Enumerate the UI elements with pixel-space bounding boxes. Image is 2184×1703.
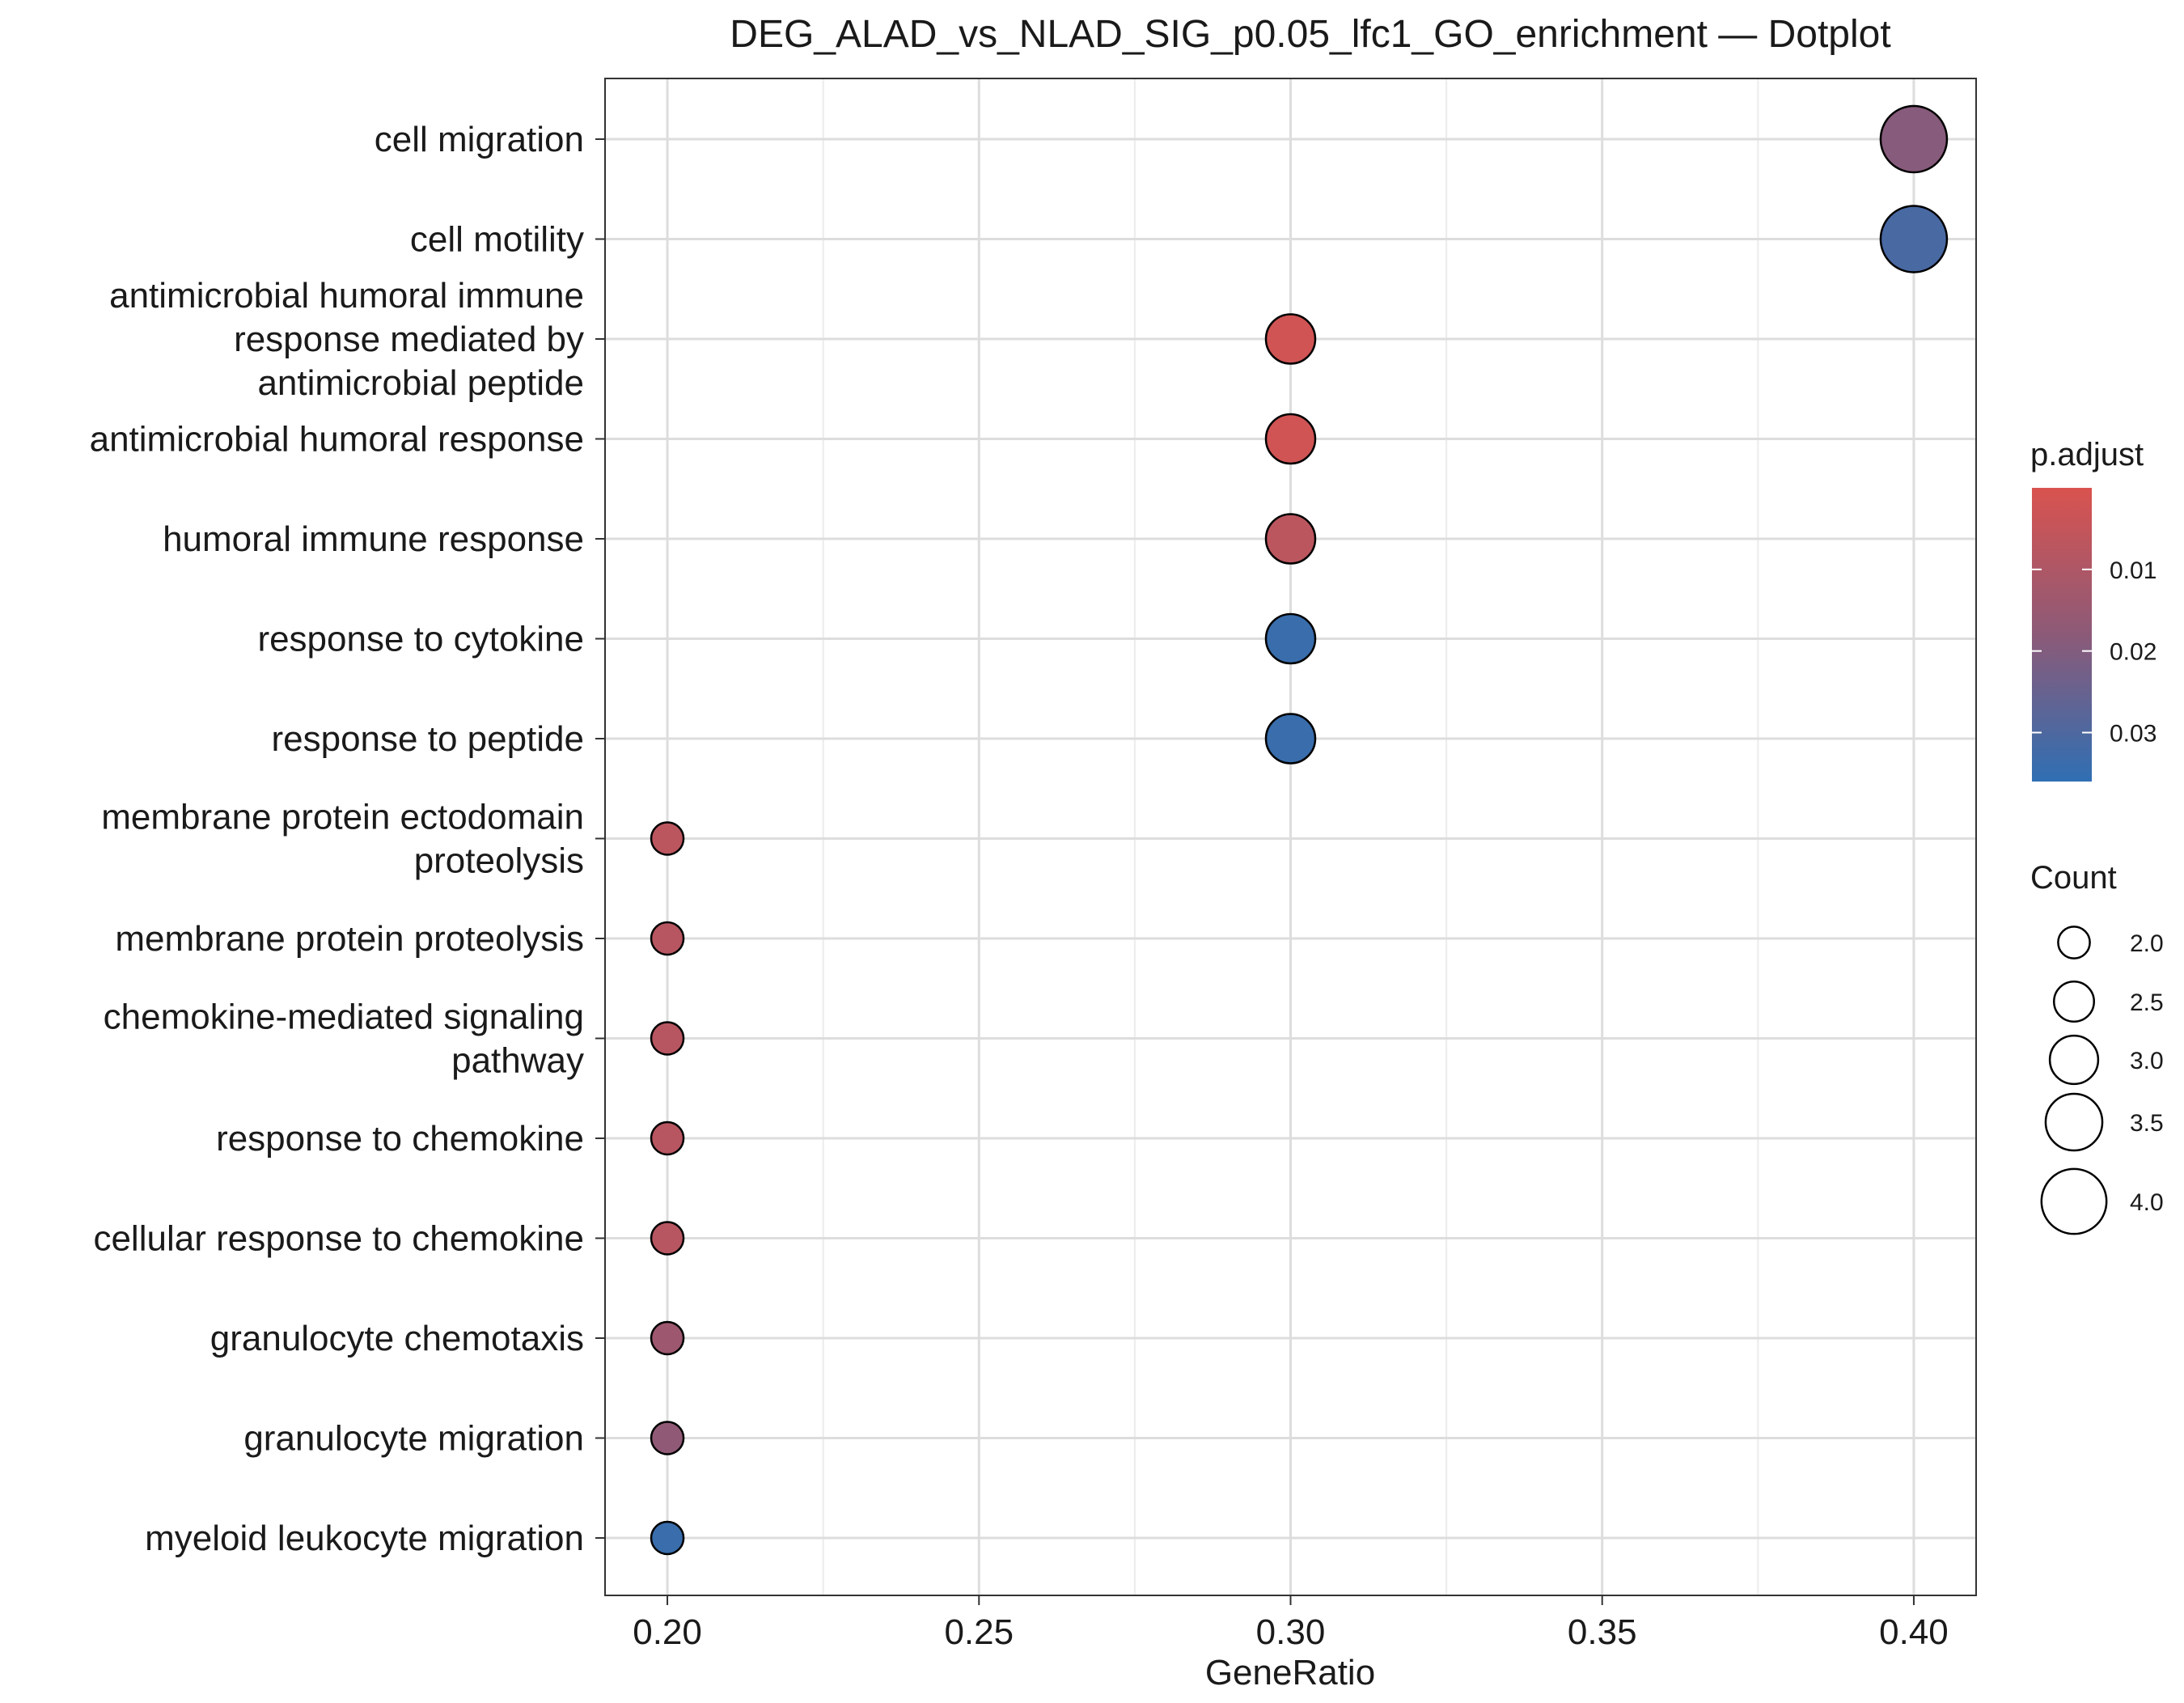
- y-tick-label-line: antimicrobial humoral immune: [109, 276, 584, 316]
- x-tick-label: 0.35: [1568, 1612, 1637, 1652]
- y-tick-label-line: cellular response to chemokine: [93, 1219, 584, 1259]
- y-tick-label: cell migration: [375, 120, 584, 159]
- data-point: [650, 821, 685, 856]
- colorbar-tick-label: 0.03: [2110, 721, 2156, 748]
- count-legend: Count 2.0 2.5 3.0 3.5 4.0: [2030, 860, 2164, 1235]
- size-legend-label: 4.0: [2130, 1189, 2164, 1216]
- x-tick-label: 0.30: [1256, 1612, 1326, 1652]
- x-axis-label: GeneRatio: [1205, 1653, 1375, 1692]
- y-tick-label-line: cell motility: [410, 220, 584, 260]
- chart-title: DEG_ALAD_vs_NLAD_SIG_p0.05_lfc1_GO_enric…: [730, 13, 1890, 56]
- y-tick-label-line: response mediated by: [234, 320, 584, 359]
- data-point: [650, 1221, 685, 1256]
- y-tick-label-line: pathway: [451, 1041, 584, 1081]
- data-point: [1264, 612, 1317, 665]
- size-legend-circle: [2044, 1092, 2104, 1152]
- size-legend-circle: [2057, 926, 2091, 960]
- data-point: [650, 1520, 685, 1556]
- x-tick-label: 0.25: [944, 1612, 1014, 1652]
- y-tick-label-line: chemokine-mediated signaling: [104, 998, 584, 1037]
- y-tick-label-line: membrane protein proteolysis: [115, 919, 584, 959]
- data-point: [650, 1320, 685, 1356]
- y-tick-label: response to peptide: [271, 719, 584, 759]
- x-tick-label: 0.20: [633, 1612, 702, 1652]
- size-legend-label: 2.0: [2130, 930, 2164, 957]
- size-legend-circle: [2048, 1034, 2100, 1086]
- y-tick-label-line: myeloid leukocyte migration: [145, 1519, 584, 1558]
- grid-lines: [605, 78, 1976, 1595]
- data-point: [650, 1421, 685, 1455]
- y-tick-label: myeloid leukocyte migration: [145, 1519, 584, 1558]
- data-point: [1264, 713, 1317, 765]
- colorbar-tick-label: 0.02: [2110, 639, 2156, 666]
- data-point: [1264, 513, 1317, 565]
- data-point: [1264, 413, 1317, 465]
- y-tick-label: response to chemokine: [216, 1119, 584, 1159]
- panel-border: [604, 78, 1977, 1596]
- size-legend-label: 2.5: [2130, 989, 2164, 1016]
- y-tick-label-line: cell migration: [375, 120, 584, 159]
- data-point: [650, 1021, 685, 1056]
- data-point: [1264, 313, 1317, 365]
- y-tick-label-line: membrane protein ectodomain: [101, 798, 584, 837]
- colorbar-tick-label: 0.01: [2110, 557, 2156, 584]
- padjust-colorbar: [2032, 488, 2092, 782]
- y-tick-label: membrane protein proteolysis: [115, 919, 584, 959]
- y-tick-label: membrane protein ectodomain proteolysis: [101, 798, 584, 881]
- data-point: [1879, 104, 1949, 174]
- data-point: [1879, 205, 1949, 273]
- size-legend-label: 3.0: [2130, 1048, 2164, 1074]
- y-tick-label-line: antimicrobial humoral response: [90, 420, 584, 460]
- axis-ticks: 0.20 0.25 0.30 0.35 0.40 cell migration cell m…: [90, 120, 1949, 1652]
- y-tick-label: granulocyte chemotaxis: [210, 1319, 584, 1358]
- size-legend-circle: [2053, 981, 2095, 1023]
- y-tick-label: antimicrobial humoral immune response med…: [109, 276, 584, 403]
- y-tick-label: granulocyte migration: [243, 1419, 584, 1459]
- y-tick-label-line: response to cytokine: [257, 620, 584, 659]
- y-tick-label: antimicrobial humoral response: [90, 420, 584, 460]
- x-tick-label: 0.40: [1879, 1612, 1949, 1652]
- y-tick-label: humoral immune response: [163, 519, 584, 559]
- y-tick-label-line: humoral immune response: [163, 519, 584, 559]
- y-tick-label-line: proteolysis: [414, 841, 584, 881]
- data-point: [650, 921, 685, 956]
- data-point: [650, 1121, 685, 1156]
- padjust-legend-title: p.adjust: [2030, 437, 2144, 472]
- y-tick-label-line: response to chemokine: [216, 1119, 584, 1159]
- y-tick-label: cellular response to chemokine: [93, 1219, 584, 1259]
- data-points: [650, 104, 1949, 1556]
- y-tick-label-line: granulocyte chemotaxis: [210, 1319, 584, 1358]
- y-tick-label: chemokine-mediated signaling pathway: [104, 998, 584, 1081]
- size-legend-label: 3.5: [2130, 1110, 2164, 1137]
- y-tick-label-line: granulocyte migration: [243, 1419, 584, 1459]
- y-tick-label-line: antimicrobial peptide: [257, 363, 584, 403]
- size-legend-circle: [2040, 1167, 2108, 1235]
- count-legend-title: Count: [2030, 860, 2117, 896]
- padjust-legend: p.adjust 0.01 0.02 0.03: [2030, 437, 2156, 782]
- y-tick-label: response to cytokine: [257, 620, 584, 659]
- y-tick-label: cell motility: [410, 220, 584, 260]
- y-tick-label-line: response to peptide: [271, 719, 584, 759]
